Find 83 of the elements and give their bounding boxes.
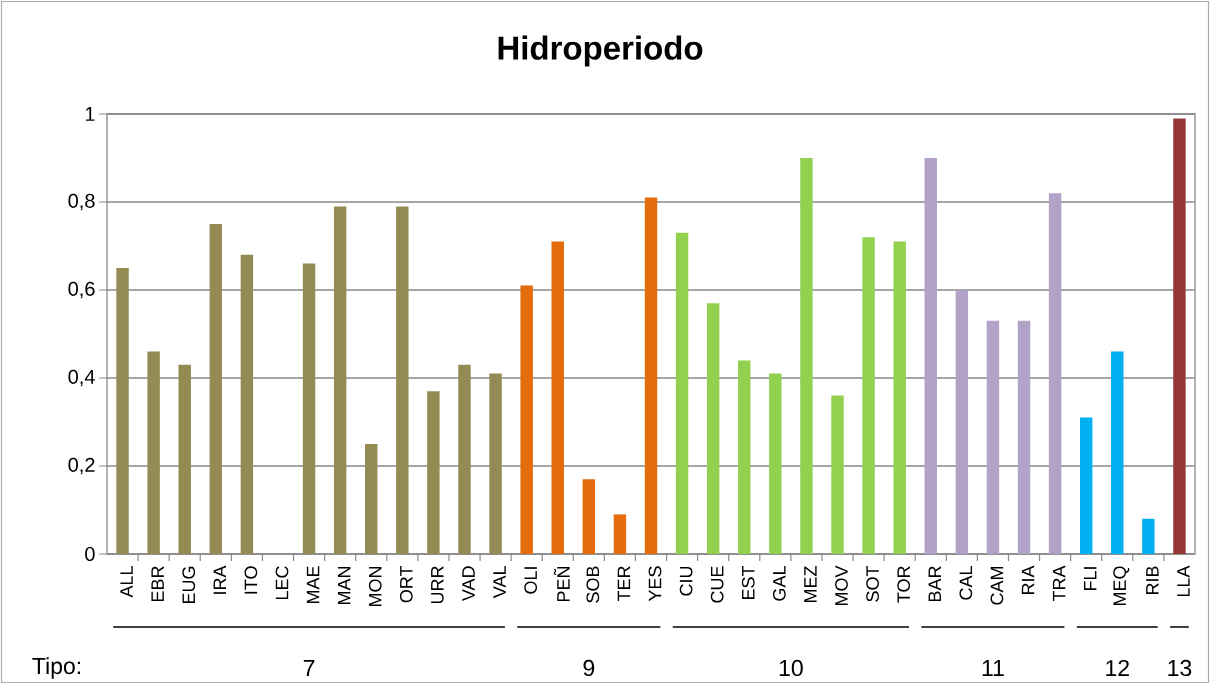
x-tick-label: CUE	[710, 566, 724, 603]
x-tick-label: TER	[617, 566, 631, 602]
bar	[675, 232, 689, 554]
x-tick-label: MAN	[337, 566, 351, 605]
bar	[924, 157, 937, 554]
bar	[551, 241, 564, 554]
x-tick-label: CAL	[959, 566, 973, 600]
text: 10	[779, 659, 803, 677]
y-tick-label: 0,6	[68, 281, 95, 299]
y-tick-label: 0,8	[68, 193, 95, 211]
bar	[955, 289, 969, 554]
x-tick-label: IRA	[213, 565, 226, 594]
text: 9	[583, 659, 595, 677]
x-tick-label: ITO	[244, 566, 258, 594]
x-tick-label: ALL	[120, 566, 133, 598]
x-tick-label: CIU	[679, 566, 693, 596]
x-tick-label: TRA	[1052, 565, 1066, 602]
x-tick-label: LEC	[275, 566, 289, 600]
x-tick-label: SOB	[586, 566, 600, 603]
x-tick-label: CAM	[990, 567, 1004, 605]
x-tick-label: YES	[648, 566, 662, 602]
chart-title: Hidroperiodo	[498, 35, 703, 67]
x-tick-label: MEQ	[1113, 566, 1130, 606]
bar	[520, 285, 533, 554]
x-tick-label: TOR	[897, 566, 911, 603]
x-tick-label: EUG	[182, 566, 196, 604]
y-tick-label: 0	[85, 546, 95, 562]
bar	[1017, 320, 1031, 554]
bar	[1079, 417, 1093, 554]
x-tick-label: ORT	[399, 565, 413, 603]
bar	[1142, 518, 1155, 554]
bar	[396, 206, 409, 554]
x-tick-label: VAD	[462, 566, 475, 602]
x-tick-label: LLA	[1177, 565, 1190, 597]
x-tick-label: PEÑ	[553, 566, 570, 602]
bar	[333, 206, 347, 554]
text: 12	[1106, 659, 1129, 677]
bar	[302, 263, 316, 554]
y-tick-label: 0,4	[68, 369, 95, 387]
x-tick-label: BAR	[928, 566, 941, 602]
bar	[831, 395, 844, 554]
bar	[613, 514, 627, 554]
bar	[644, 197, 658, 554]
x-tick-label: MOV	[835, 565, 848, 606]
bar	[147, 351, 160, 554]
x-tick-label: RIB	[1146, 566, 1159, 595]
text: 7	[303, 660, 315, 676]
x-tick-label: EBR	[151, 566, 164, 602]
bar	[489, 373, 502, 554]
x-tick-label: GAL	[772, 566, 786, 601]
bar	[800, 157, 813, 554]
bar	[1048, 193, 1062, 554]
x-tick-label: VAL	[493, 566, 506, 599]
x-tick-label: EST	[741, 565, 755, 600]
bar	[116, 267, 129, 554]
bar	[862, 237, 875, 554]
x-tick-label: RIA	[1021, 565, 1035, 595]
bar	[893, 241, 906, 554]
x-tick-label: FLI	[1083, 567, 1097, 591]
bar	[427, 391, 440, 554]
bar	[986, 320, 1000, 554]
bar	[209, 223, 223, 554]
bar	[1173, 118, 1186, 554]
text: 11	[982, 660, 1004, 676]
x-tick-label: MON	[368, 566, 382, 607]
x-tick-label: MEZ	[804, 566, 817, 603]
x-tick-label: OLI	[524, 567, 538, 594]
bar	[458, 364, 471, 554]
bar	[240, 254, 254, 554]
x-tick-label: MAE	[306, 566, 320, 604]
bar	[365, 443, 378, 554]
text: 13	[1168, 659, 1192, 677]
bar	[178, 364, 191, 554]
x-tick-label: URR	[431, 566, 444, 604]
text: Tipo:	[32, 657, 81, 679]
bar	[769, 373, 782, 554]
y-tick-label: 1	[85, 107, 95, 121]
bar	[706, 303, 720, 554]
y-tick-label: 0,2	[68, 457, 95, 475]
bar	[738, 360, 751, 554]
bar	[1111, 351, 1124, 554]
bar	[582, 479, 596, 554]
x-tick-label: SOT	[866, 565, 879, 602]
